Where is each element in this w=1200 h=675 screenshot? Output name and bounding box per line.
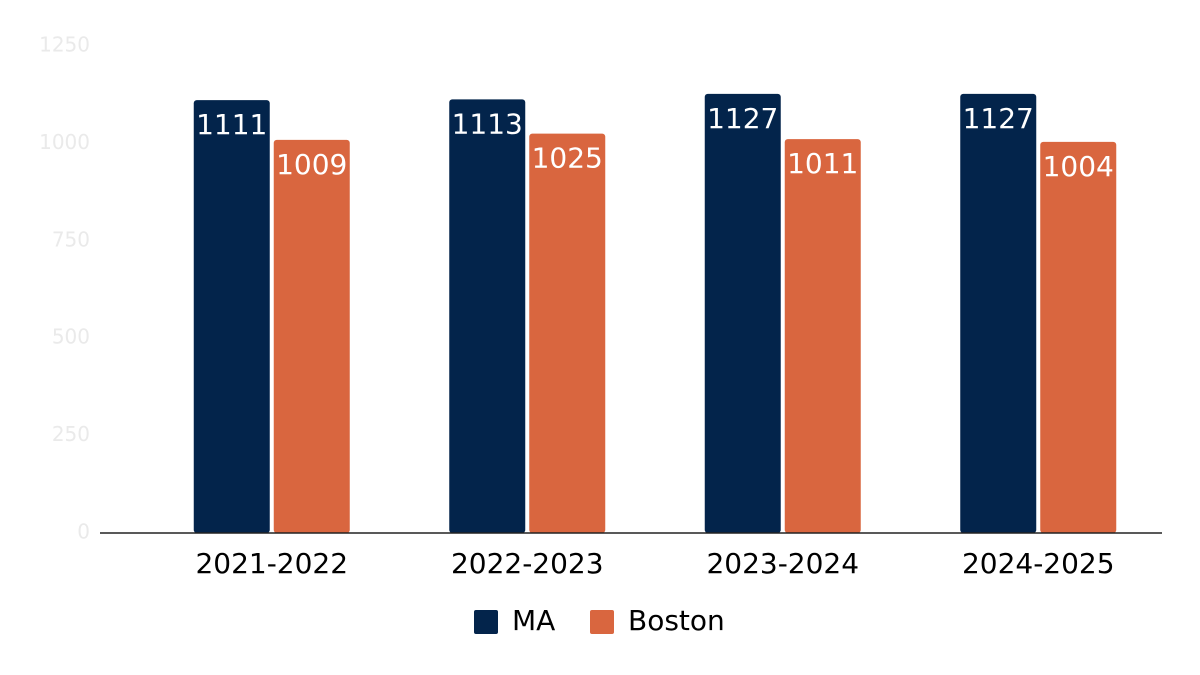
value-label: 1111 [196, 108, 267, 141]
bar [193, 100, 270, 533]
y-tick-label: 1000 [39, 130, 90, 154]
bar [273, 139, 350, 533]
y-tick-label: 0 [77, 520, 90, 544]
x-tick-label: 2023-2024 [706, 547, 859, 580]
bar [449, 99, 526, 534]
x-tick-label: 2024-2025 [962, 547, 1115, 580]
legend-swatch [590, 610, 614, 634]
legend-label: MA [512, 604, 555, 637]
bar [529, 133, 606, 533]
value-label: 1009 [276, 148, 347, 181]
x-tick-label: 2022-2023 [451, 547, 604, 580]
bar [1040, 141, 1117, 533]
bar [960, 93, 1037, 533]
x-tick-label: 2021-2022 [195, 547, 348, 580]
value-label: 1011 [787, 147, 858, 180]
y-tick-label: 1250 [39, 33, 90, 57]
legend-label: Boston [628, 604, 725, 637]
bar [784, 139, 861, 534]
bar [704, 93, 781, 533]
y-tick-label: 250 [52, 422, 90, 446]
value-label: 1127 [707, 102, 778, 135]
chart-title: SAT Scores [38, 0, 349, 12]
value-label: 1127 [963, 102, 1034, 135]
y-tick-label: 750 [52, 227, 90, 251]
value-label: 1004 [1043, 150, 1114, 183]
value-label: 1113 [452, 107, 523, 140]
legend-swatch [474, 610, 498, 634]
y-tick-label: 500 [52, 325, 90, 349]
value-label: 1025 [532, 142, 603, 175]
